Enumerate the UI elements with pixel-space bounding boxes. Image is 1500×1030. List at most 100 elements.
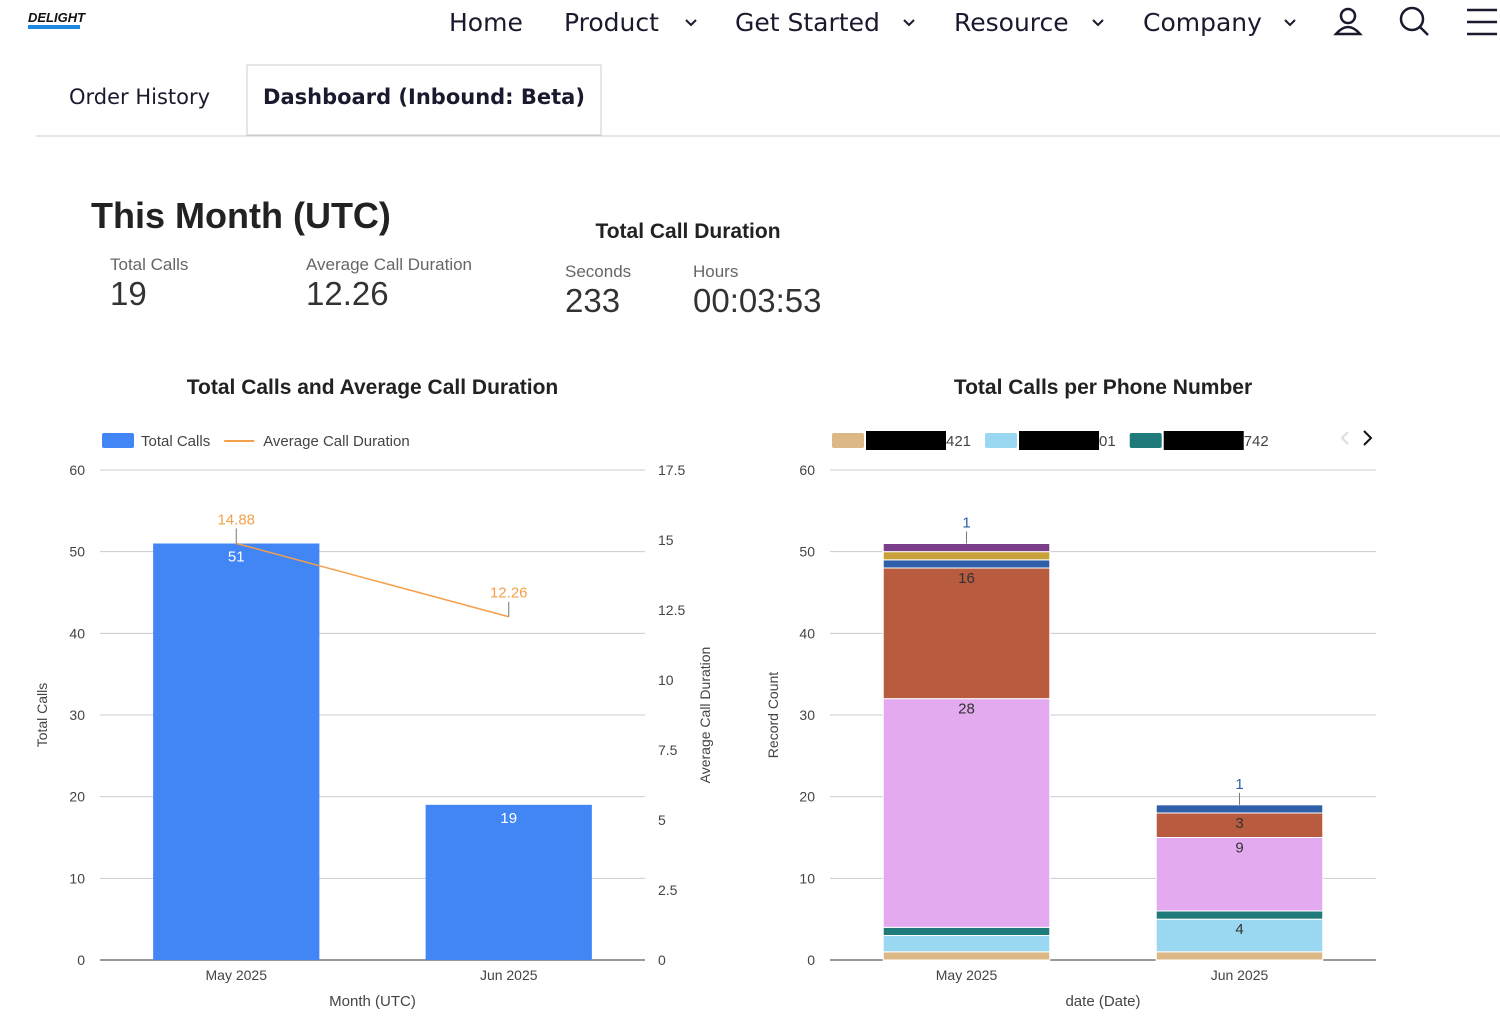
bar-segment [882,935,1051,953]
tab-active-box [246,64,602,136]
bar-segment [882,543,1051,553]
legend-swatch [102,433,134,448]
legend-pager[interactable] [1340,430,1373,446]
nav-item[interactable]: Resource [954,8,1069,37]
data-label: 1 [1235,776,1243,793]
nav-icons[interactable] [1333,6,1497,36]
chart: Total Calls and Average Call Duration 0 10… [34,376,713,1010]
y2-tick-label: 12.5 [658,602,685,618]
chevrons [685,19,1296,27]
y-tick-label: 20 [69,789,85,805]
y2-tick-label: 17.5 [658,462,685,478]
bar-segment [1155,951,1324,961]
y2-tick-label: 2.5 [658,882,678,898]
summary: This Month (UTC) Total Calls 19 Average … [91,195,821,319]
y2-axis-label: Average Call Duration [697,647,713,784]
bar-segment [1155,918,1324,953]
y-tick-label: 40 [69,625,85,641]
data-label: 19 [500,810,517,827]
metric-label: Hours [693,262,738,281]
data-label: 28 [958,701,975,718]
nav-item[interactable]: Home [449,8,523,37]
data-label: 51 [228,549,245,566]
bar [153,543,320,960]
data-label: 3 [1235,815,1243,832]
metric-value: 00:03:53 [693,282,821,319]
nav-item[interactable]: Product [564,8,659,37]
y2-tick-label: 7.5 [658,742,678,758]
data-label: 12.26 [490,585,528,602]
legend-swatch [1129,433,1162,448]
data-label: 4 [1235,921,1243,938]
x-axis-label: Month (UTC) [329,993,416,1010]
y-tick-label: 20 [799,789,815,805]
bar-segment [882,567,1051,700]
y-tick-label: 60 [799,462,815,478]
tab[interactable]: Order History [69,85,210,109]
navbar: DELIGHT Home Product Get Started Resourc… [28,6,1497,37]
metric-value: 19 [110,275,147,312]
x-tick-label: May 2025 [936,967,998,983]
duration-title: Total Call Duration [595,220,780,243]
legend-label: 421 [946,433,971,450]
y2-tick-label: 10 [658,672,674,688]
y-tick-label: 30 [69,707,85,723]
data-label: 9 [1235,840,1243,857]
y2-tick-label: 15 [658,532,674,548]
redaction [1163,431,1244,450]
data-label: 16 [958,570,975,587]
redaction [866,431,946,450]
x-tick-label: May 2025 [206,967,268,983]
tabs: Order History Dashboard (Inbound: Beta) [36,64,1500,137]
bar-segment [882,559,1051,569]
y-axis-label: Record Count [765,672,781,758]
bar-segment [882,551,1051,561]
bar-segment [882,951,1051,961]
chart: Total Calls per Phone Number010203040506… [765,376,1376,1010]
y-tick-label: 0 [77,952,85,968]
x-tick-label: Jun 2025 [480,967,538,983]
nav-item[interactable]: Company [1143,8,1262,37]
bar-segment [1155,910,1324,920]
legend-label: 742 [1244,433,1269,450]
metric-label: Seconds [565,262,631,281]
line [236,542,509,618]
chart-title: Total Calls and Average Call Duration [187,376,558,399]
summary-title: This Month (UTC) [91,195,391,236]
x-axis-label: date (Date) [1065,993,1140,1010]
x-tick-label: Jun 2025 [1211,967,1269,983]
y-tick-label: 50 [799,544,815,560]
bar-segment [1155,804,1324,814]
legend-swatch [832,433,864,448]
metric-label: Total Calls [110,255,188,274]
y-tick-label: 40 [799,625,815,641]
logo[interactable]: DELIGHT [28,10,86,25]
y-tick-label: 50 [69,544,85,560]
redaction [1019,431,1100,450]
legend-label: Average Call Duration [263,433,409,450]
data-label: 14.88 [217,511,255,528]
y-tick-label: 0 [807,952,815,968]
nav-item[interactable]: Get Started [735,8,880,37]
data-label: 1 [962,515,970,532]
y-tick-label: 60 [69,462,85,478]
logo-bar [28,25,80,29]
tab[interactable]: Dashboard (Inbound: Beta) [263,85,585,109]
metric-value: 233 [565,282,620,319]
y2-tick-label: 5 [658,812,666,828]
y-tick-label: 10 [799,870,815,886]
bar-segment [882,926,1051,936]
y-tick-label: 10 [69,870,85,886]
legend-label: Total Calls [141,433,210,450]
legend-label: 01 [1099,433,1116,450]
bar [425,804,592,960]
y-axis-label: Total Calls [34,683,50,748]
y-tick-label: 30 [799,707,815,723]
metric-label: Average Call Duration [306,255,472,274]
y2-tick-label: 0 [658,952,666,968]
legend-swatch [985,433,1018,448]
chart-title: Total Calls per Phone Number [954,376,1252,399]
bar-segment [882,698,1051,928]
metric-value: 12.26 [306,275,389,312]
